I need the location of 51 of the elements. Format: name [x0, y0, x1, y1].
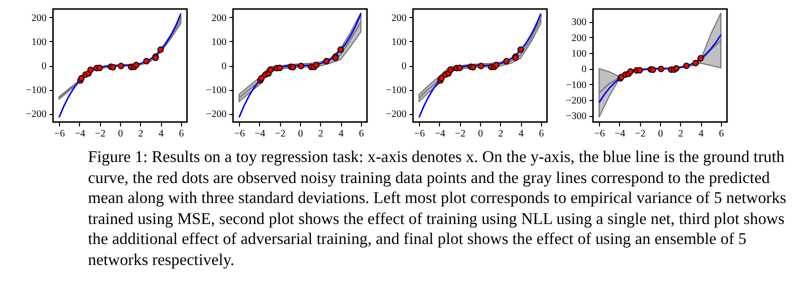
x-tick-label: −4 [614, 128, 626, 140]
x-tick-label: 0 [478, 128, 483, 140]
y-tick-label: 100 [392, 36, 406, 48]
y-tick-label: 200 [392, 12, 406, 24]
y-tick-label: 300 [572, 17, 586, 28]
x-tick-label: 2 [678, 128, 684, 140]
x-tick-label: −2 [274, 128, 286, 140]
x-tick-label: 0 [118, 128, 123, 140]
x-tick-label: 4 [698, 128, 704, 140]
y-tick-label: 0 [42, 61, 46, 72]
y-tick-label: 100 [32, 36, 46, 48]
x-tick-label: 6 [358, 128, 364, 140]
x-tick-label: −2 [634, 128, 646, 140]
y-tick-label: −100 [206, 85, 226, 96]
y-tick-label: 100 [572, 48, 586, 60]
y-tick-label: −300 [566, 111, 586, 122]
y-tick-label: −200 [386, 109, 406, 120]
y-tick-label: −100 [386, 85, 406, 96]
y-tick-label: 200 [572, 32, 586, 44]
y-tick-label: −200 [206, 109, 226, 120]
y-tick-label: −100 [26, 85, 46, 96]
y-tick-label: −100 [566, 80, 586, 91]
x-tick-label: −6 [54, 128, 65, 140]
x-tick-label: 2 [318, 128, 324, 140]
x-tick-label: −2 [94, 128, 106, 140]
y-tick-label: 0 [582, 64, 586, 76]
x-tick-label: 6 [538, 128, 544, 140]
y-tick-label: 200 [212, 12, 226, 24]
y-tick-label: 100 [212, 36, 226, 48]
x-tick-label: 6 [718, 128, 724, 140]
x-tick-label: −6 [414, 128, 425, 140]
x-tick-label: 0 [298, 128, 303, 140]
y-tick-label: 0 [222, 61, 226, 72]
x-tick-label: 2 [138, 128, 144, 140]
x-tick-label: 4 [518, 128, 524, 140]
x-tick-label: −4 [74, 128, 86, 140]
caption: Figure 1: Results on a toy regression task: x-axis denotes x. On the y-axis, the blue line is the ground truth curve, the red dots are observed noisy training data points and the gray lines correspond to the predicted mean along with three standard deviations. Left most plot corresponds to empirical variance of 5 networks trained using MSE, second plot shows the effect of training using NLL using a single net, third plot shows the additional effect of adversarial training, and final plot shows the effect of using an ensemble of 5 networks respectively. [88, 147, 788, 270]
x-tick-label: 6 [178, 128, 184, 140]
y-tick-label: 0 [402, 61, 406, 72]
x-tick-label: −6 [594, 128, 605, 140]
x-tick-label: −2 [454, 128, 466, 140]
x-tick-label: 2 [498, 128, 504, 140]
x-tick-label: −4 [254, 128, 266, 140]
x-tick-label: 4 [338, 128, 344, 140]
y-tick-label: −200 [26, 109, 46, 120]
y-tick-label: −200 [566, 96, 586, 107]
x-tick-label: −6 [234, 128, 245, 140]
x-tick-label: −4 [434, 128, 446, 140]
y-tick-label: 200 [32, 12, 46, 24]
x-tick-label: 0 [658, 128, 663, 140]
x-tick-label: 4 [158, 128, 164, 140]
